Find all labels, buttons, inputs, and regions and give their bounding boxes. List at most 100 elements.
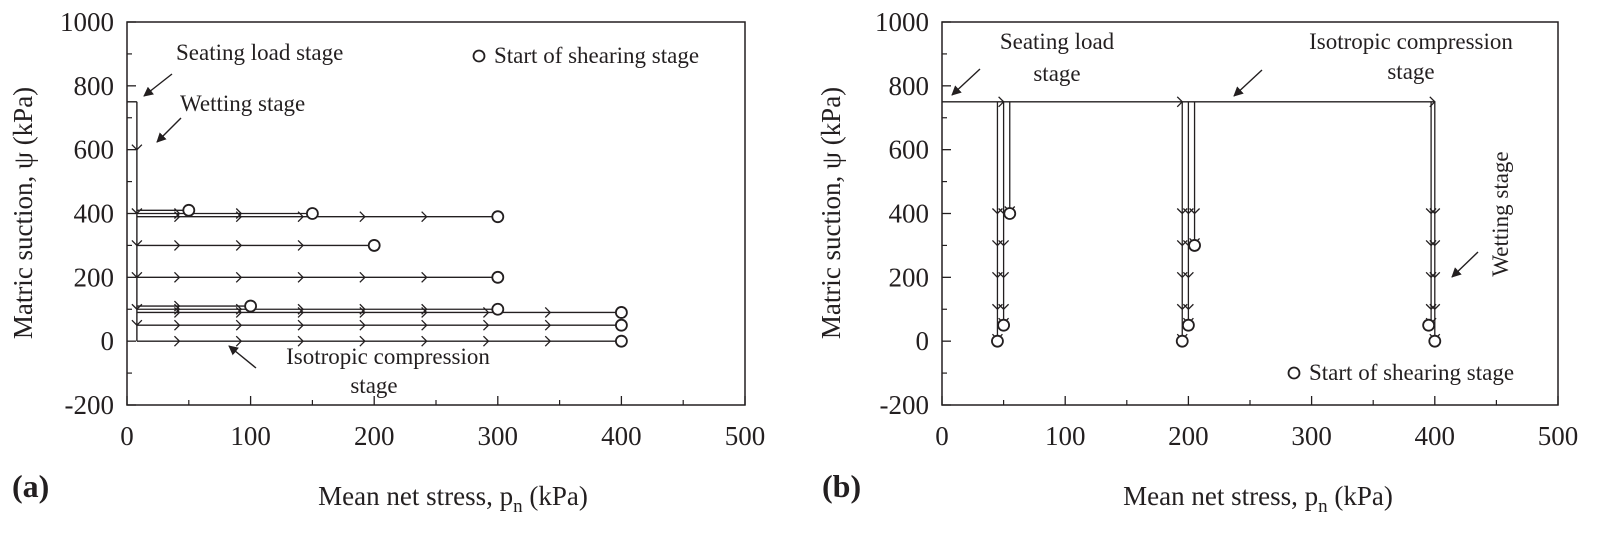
path-arrow (1429, 239, 1441, 247)
panel-b-label: (b) (822, 468, 861, 504)
path-arrow (544, 319, 552, 331)
panel-a-xlabel: Mean net stress, pn (kPa) (318, 481, 588, 517)
start-of-shearing-marker (1003, 207, 1017, 220)
y-tick-label: 200 (889, 262, 930, 292)
path-arrow (173, 211, 181, 223)
path-arrow (297, 306, 304, 318)
y-tick-label: 1000 (60, 7, 114, 37)
panel-b-legend-label: Start of shearing stage (1309, 360, 1514, 385)
x-tick-label: 0 (120, 421, 134, 451)
path-arrow (359, 306, 366, 318)
panel-a-legend-marker (472, 49, 486, 63)
start-of-shearing-marker (1182, 318, 1195, 332)
start-of-shearing-marker (615, 306, 628, 319)
start-of-shearing-marker (615, 318, 628, 332)
x-tick-label: 200 (1168, 421, 1209, 451)
y-tick-label: 200 (74, 262, 115, 292)
path-arrow (235, 335, 243, 347)
path-arrow (482, 319, 490, 331)
y-tick-label: -200 (65, 390, 115, 420)
x-tick-label: 500 (1538, 421, 1579, 451)
path-arrow (173, 319, 181, 331)
panel-a-legend-label: Start of shearing stage (494, 43, 699, 68)
path-arrow (1429, 208, 1441, 215)
panel-b-markers (991, 207, 1442, 348)
start-of-shearing-marker (244, 299, 258, 313)
y-tick-label: -200 (880, 390, 930, 420)
start-of-shearing-marker (991, 334, 1004, 348)
path-arrow (297, 211, 304, 223)
start-of-shearing-marker (491, 302, 505, 316)
panel-b-yticks: -200 0 200 400 600 800 1000 (875, 7, 951, 420)
path-arrow (173, 271, 181, 283)
panel-b-wetting-arrow (1451, 251, 1479, 278)
panel-b-seating-annotation-2: stage (1033, 61, 1080, 86)
x-tick-label: 300 (478, 421, 519, 451)
panel-b-paths (942, 96, 1441, 342)
path-arrow (1429, 303, 1441, 311)
y-tick-label: 1000 (875, 7, 929, 37)
x-tick-label: 100 (1045, 421, 1086, 451)
panel-a-markers (182, 203, 628, 348)
path-arrow (297, 239, 304, 251)
panel-b-iso-arrow (1233, 69, 1263, 97)
y-tick-label: 400 (889, 199, 930, 229)
path-arrow (1429, 271, 1441, 279)
x-tick-label: 500 (725, 421, 766, 451)
path-arrow (173, 239, 181, 251)
panel-b-iso-annotation-1: Isotropic compression (1309, 29, 1513, 54)
start-of-shearing-marker (367, 239, 381, 252)
path-arrow (1182, 271, 1194, 279)
path-arrow (297, 335, 304, 347)
path-arrow (482, 306, 490, 318)
path-arrow (235, 239, 243, 251)
path-arrow (173, 306, 181, 318)
start-of-shearing-marker (1428, 334, 1442, 348)
path-arrow (998, 271, 1010, 279)
panel-a-iso-arrow (228, 345, 257, 369)
y-tick-label: 800 (74, 71, 115, 101)
x-tick-label: 200 (354, 421, 395, 451)
start-of-shearing-marker (1175, 334, 1189, 348)
panel-b-seating-annotation-1: Seating load (1000, 29, 1115, 54)
x-tick-label: 0 (935, 421, 949, 451)
path-arrow (173, 335, 181, 347)
start-of-shearing-marker (491, 210, 505, 224)
y-tick-label: 0 (916, 326, 930, 356)
path-arrow (235, 271, 243, 283)
panel-a-iso-annotation-1: Isotropic compression (286, 344, 490, 369)
path-arrow (421, 319, 428, 331)
x-tick-label: 400 (1415, 421, 1456, 451)
path-arrow (544, 306, 552, 318)
path-arrow (359, 271, 366, 283)
path-arrow (421, 306, 428, 318)
start-of-shearing-marker (997, 318, 1010, 332)
panel-b-xticks: 0 100 200 300 400 500 (935, 396, 1578, 451)
x-tick-label: 300 (1291, 421, 1332, 451)
y-tick-label: 600 (889, 135, 930, 165)
path-arrow (998, 303, 1010, 311)
path-arrow (421, 271, 428, 283)
path-arrow (482, 335, 490, 347)
panel-a-xticks: 0 100 200 300 400 500 (120, 396, 765, 451)
start-of-shearing-marker (1188, 239, 1201, 252)
panel-b-seating-arrow (951, 68, 981, 96)
path-arrow (131, 144, 143, 151)
path-arrow (421, 211, 428, 223)
panel-a-iso-annotation-2: stage (350, 373, 397, 398)
panel-a-paths (127, 101, 622, 347)
y-tick-label: 800 (889, 71, 930, 101)
y-tick-label: 400 (74, 199, 115, 229)
start-of-shearing-marker (491, 270, 505, 284)
panel-a-label: (a) (12, 468, 49, 504)
panel-a-ylabel: Matric suction, ψ (kPa) (8, 87, 38, 339)
path-arrow (998, 239, 1010, 247)
start-of-shearing-marker (1422, 318, 1436, 332)
start-of-shearing-marker (182, 203, 196, 217)
path-arrow (235, 319, 243, 331)
path-arrow (359, 335, 366, 347)
panel-b-wetting-annotation: Wetting stage (1488, 151, 1513, 276)
